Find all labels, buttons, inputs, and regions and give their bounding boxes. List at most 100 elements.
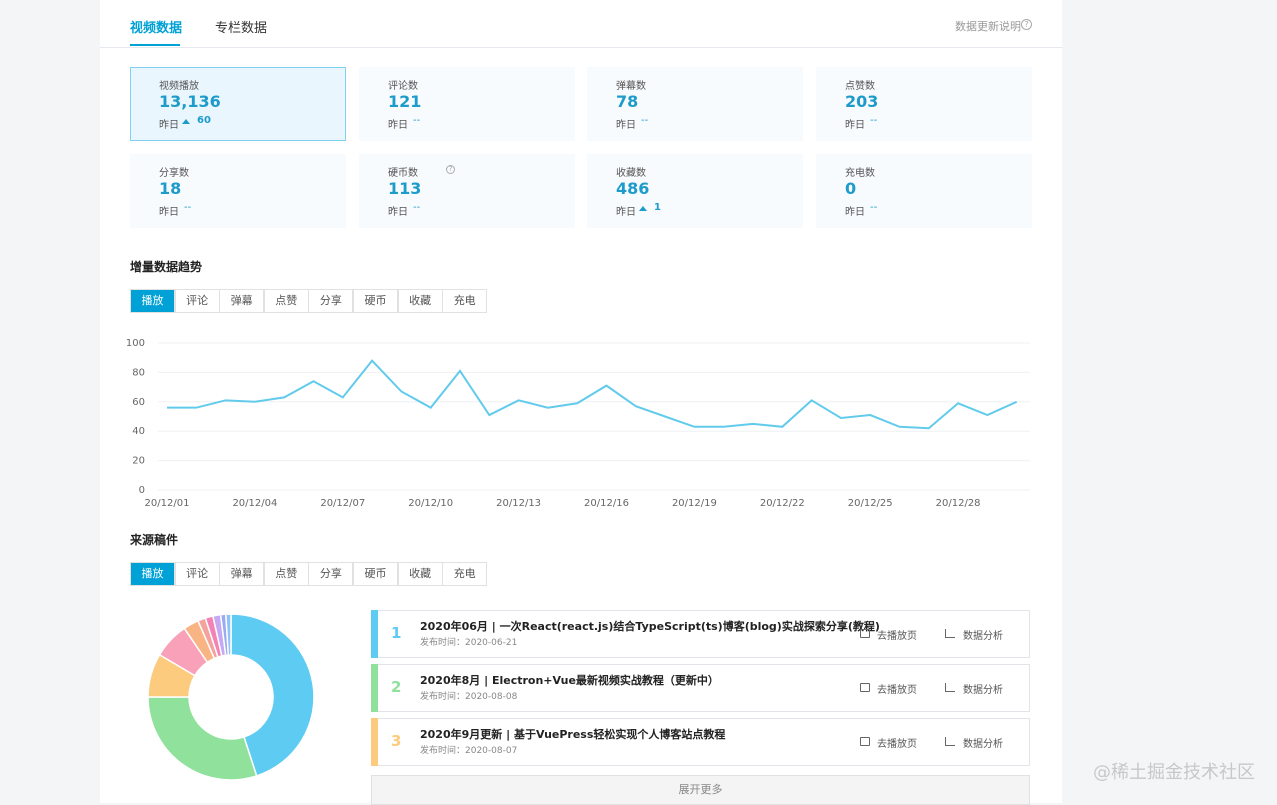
y-tick-label: 40 xyxy=(132,426,145,437)
stat-value: 486 xyxy=(616,179,650,198)
metric-tab[interactable]: 评论 xyxy=(174,562,220,586)
stat-value: 113 xyxy=(388,179,422,198)
x-tick-label: 20/12/22 xyxy=(760,498,805,509)
metric-tab[interactable]: 评论 xyxy=(174,289,220,313)
update-note[interactable]: 数据更新说明 xyxy=(955,20,1021,33)
rank: 3 xyxy=(391,732,402,750)
stat-card[interactable] xyxy=(816,154,1032,228)
metric-tab[interactable]: 弹幕 xyxy=(219,562,265,586)
stat-label: 视频播放 xyxy=(159,81,199,92)
video-date: 发布时间：2020-08-08 xyxy=(420,692,518,702)
metric-tab[interactable]: 播放 xyxy=(130,562,175,586)
stat-delta: -- xyxy=(870,202,878,213)
pie-slice xyxy=(230,613,315,777)
chart: 0 20 40 60 80 100 20/12/01 20/12/04 20/12/07 20/1… xyxy=(126,338,1030,509)
metric-tab[interactable]: 分享 xyxy=(308,562,354,586)
help-icon: ? xyxy=(1021,19,1032,30)
rank: 2 xyxy=(391,678,402,696)
stat-label: 充电数 xyxy=(845,168,875,179)
chart-icon xyxy=(945,629,955,638)
y-tick-label: 60 xyxy=(132,397,145,408)
stat-card[interactable] xyxy=(587,67,803,141)
x-tick-label: 20/12/16 xyxy=(584,498,629,509)
action[interactable]: 数据分析 xyxy=(963,685,1003,696)
stat-value: 0 xyxy=(845,179,857,198)
stat-yesterday: 昨日 xyxy=(845,120,865,131)
stat-delta: 60 xyxy=(197,115,211,126)
stat-card[interactable] xyxy=(130,154,346,228)
stat-card[interactable] xyxy=(130,67,346,141)
tab[interactable]: 专栏数据 xyxy=(215,21,268,36)
rank-bar xyxy=(371,718,378,766)
stat-yesterday: 昨日 xyxy=(388,207,408,218)
metric-tab[interactable]: 弹幕 xyxy=(219,289,265,313)
section-title: 来源稿件 xyxy=(130,533,179,547)
up-arrow xyxy=(639,206,647,211)
metric-tab[interactable]: 硬币 xyxy=(353,562,398,586)
stat-label: 评论数 xyxy=(388,81,418,92)
x-tick-label: 20/12/25 xyxy=(848,498,893,509)
stat-label: 硬币数 xyxy=(388,168,418,179)
rank-bar xyxy=(371,610,378,658)
play-icon xyxy=(860,629,870,638)
help-icon: ? xyxy=(446,165,455,174)
play-icon xyxy=(860,737,870,746)
tab-underline xyxy=(130,44,180,46)
rank: 1 xyxy=(391,624,402,642)
metric-tab[interactable]: 点赞 xyxy=(263,289,309,313)
stat-yesterday: 昨日 xyxy=(616,207,636,218)
video-title[interactable]: 2020年8月 | Electron+Vue最新视频实战教程（更新中） xyxy=(420,674,719,687)
rank-bar xyxy=(371,664,378,712)
action[interactable]: 去播放页 xyxy=(877,631,917,642)
stat-label: 分享数 xyxy=(159,168,189,179)
stat-yesterday: 昨日 xyxy=(845,207,865,218)
action[interactable]: 数据分析 xyxy=(963,631,1003,642)
x-tick-label: 20/12/07 xyxy=(320,498,365,509)
stat-delta: -- xyxy=(641,115,649,126)
play-icon xyxy=(860,683,870,692)
x-tick-label: 20/12/28 xyxy=(936,498,981,509)
video-row xyxy=(371,718,1030,766)
metric-tab[interactable]: 点赞 xyxy=(263,562,309,586)
chart xyxy=(147,613,315,781)
x-tick-label: 20/12/13 xyxy=(496,498,541,509)
metric-tab[interactable]: 分享 xyxy=(308,289,354,313)
metric-tab[interactable]: 收藏 xyxy=(397,562,443,586)
action[interactable]: 去播放页 xyxy=(877,685,917,696)
stat-card[interactable] xyxy=(816,67,1032,141)
stat-card[interactable] xyxy=(359,154,575,228)
y-tick-label: 20 xyxy=(132,456,145,467)
video-title[interactable]: 2020年9月更新 | 基于VuePress轻松实现个人博客站点教程 xyxy=(420,728,726,741)
up-arrow xyxy=(182,119,190,124)
stat-yesterday: 昨日 xyxy=(616,120,636,131)
video-date: 发布时间：2020-08-07 xyxy=(420,746,518,756)
video-title[interactable]: 2020年06月 | 一次React(react.js)结合TypeScript… xyxy=(420,620,880,633)
metric-tab[interactable]: 充电 xyxy=(442,289,488,313)
stat-yesterday: 昨日 xyxy=(159,207,179,218)
chart-icon xyxy=(945,737,955,746)
line xyxy=(167,359,1018,430)
tab[interactable]: 视频数据 xyxy=(130,21,183,36)
stat-yesterday: 昨日 xyxy=(159,120,179,131)
stat-card[interactable] xyxy=(359,67,575,141)
stat-card[interactable] xyxy=(587,154,803,228)
action[interactable]: 数据分析 xyxy=(963,739,1003,750)
metric-tab[interactable]: 充电 xyxy=(442,562,488,586)
stat-delta: -- xyxy=(870,115,878,126)
metric-tab[interactable]: 收藏 xyxy=(397,289,443,313)
stat-delta: -- xyxy=(413,202,421,213)
x-tick-label: 20/12/19 xyxy=(672,498,717,509)
metric-tab[interactable]: 硬币 xyxy=(353,289,398,313)
metric-tab[interactable]: 播放 xyxy=(130,289,175,313)
video-row xyxy=(371,610,1030,658)
action[interactable]: 去播放页 xyxy=(877,739,917,750)
video-date: 发布时间：2020-06-21 xyxy=(420,638,518,648)
x-tick-label: 20/12/10 xyxy=(408,498,453,509)
stat-value: 121 xyxy=(388,92,422,111)
more-button[interactable]: 展开更多 xyxy=(371,775,1030,805)
y-tick-label: 0 xyxy=(139,485,145,496)
x-tick-label: 20/12/04 xyxy=(232,498,277,509)
stat-label: 收藏数 xyxy=(616,168,646,179)
stat-yesterday: 昨日 xyxy=(388,120,408,131)
